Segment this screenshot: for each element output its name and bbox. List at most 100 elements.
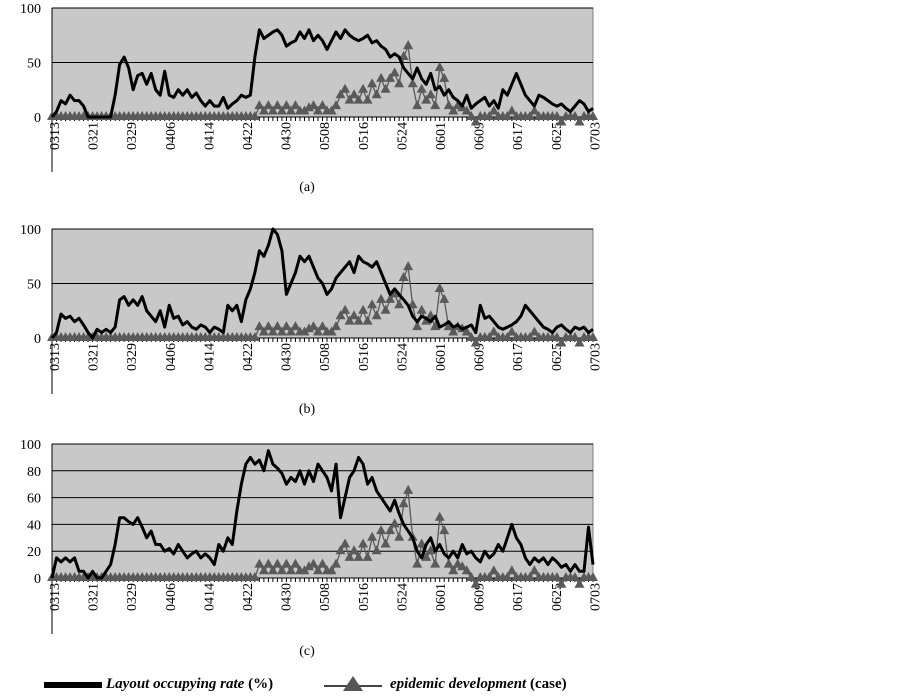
x-tick-label: 0422	[241, 583, 256, 611]
epidemic-point	[412, 321, 423, 331]
x-tick-label: 0601	[434, 343, 449, 371]
epidemic-point	[506, 105, 517, 115]
epidemic-point	[569, 332, 580, 341]
epidemic-point	[588, 111, 598, 120]
series-line-occupying	[50, 28, 594, 119]
x-tick-label: 0430	[280, 122, 295, 150]
x-tick-label: 0516	[357, 583, 372, 611]
epidemic-point	[448, 105, 459, 115]
epidemic-point	[331, 321, 342, 331]
legend-epidemic-unit: (case)	[526, 676, 567, 692]
epidemic-point	[389, 67, 400, 77]
epidemic-point	[439, 72, 450, 82]
epidemic-point	[349, 310, 360, 320]
epidemic-point	[276, 105, 287, 115]
x-tick-label: 0625	[550, 343, 565, 371]
epidemic-point	[524, 572, 535, 581]
epidemic-point	[394, 299, 405, 309]
epidemic-point	[470, 116, 481, 126]
x-tick-label: 0414	[202, 343, 217, 371]
epidemic-point	[254, 100, 265, 110]
x-tick-label: 0524	[395, 122, 410, 150]
x-tick-label: 0601	[434, 583, 449, 611]
epidemic-point	[367, 531, 378, 541]
epidemic-point	[569, 572, 580, 581]
epidemic-point	[588, 332, 598, 341]
epidemic-point	[556, 578, 567, 588]
epidemic-point	[398, 51, 409, 61]
x-tick-label: 0508	[318, 343, 333, 371]
epidemic-point	[331, 558, 342, 568]
epidemic-point	[326, 565, 337, 575]
epidemic-point	[403, 40, 414, 50]
epidemic-point	[376, 525, 387, 535]
epidemic-point	[267, 565, 278, 575]
epidemic-point	[551, 332, 562, 341]
epidemic-point	[362, 94, 373, 104]
epidemic-point	[556, 116, 567, 126]
epidemic-point	[362, 315, 373, 325]
x-tick-label: 0516	[357, 343, 372, 371]
epidemic-point	[353, 551, 364, 561]
epidemic-point	[439, 525, 450, 535]
panel-label: (a)	[299, 180, 315, 195]
x-tick-label: 0414	[202, 122, 217, 150]
x-tick-label: 0321	[87, 343, 102, 371]
epidemic-point	[308, 100, 319, 110]
x-tick-label: 0703	[588, 122, 603, 150]
y-tick-label: 40	[27, 518, 41, 533]
epidemic-point	[344, 551, 355, 561]
epidemic-point	[358, 304, 369, 314]
y-tick-label: 100	[20, 438, 41, 453]
epidemic-point	[466, 332, 477, 341]
epidemic-point	[394, 78, 405, 88]
epidemic-point	[267, 326, 278, 336]
epidemic-point	[376, 293, 387, 303]
epidemic-point	[416, 304, 427, 314]
epidemic-point	[335, 89, 346, 99]
x-tick-label: 0422	[241, 122, 256, 150]
epidemic-point	[394, 531, 405, 541]
epidemic-point	[502, 111, 513, 120]
epidemic-point	[263, 100, 274, 110]
epidemic-point	[403, 484, 414, 494]
epidemic-point	[290, 100, 301, 110]
epidemic-point	[466, 572, 477, 581]
epidemic-point	[281, 321, 292, 331]
epidemic-point	[466, 111, 477, 120]
x-tick-label: 0524	[395, 343, 410, 371]
epidemic-point	[484, 332, 495, 341]
x-tick-label: 0406	[164, 583, 179, 611]
series-line-occupying	[50, 227, 594, 340]
legend-epidemic-swatch	[324, 676, 382, 691]
x-tick-label: 0508	[318, 122, 333, 150]
epidemic-point	[461, 105, 472, 115]
x-tick-label: 0601	[434, 122, 449, 150]
epidemic-point	[470, 337, 481, 347]
epidemic-point	[484, 572, 495, 581]
panel-label: (c)	[299, 644, 315, 659]
epidemic-point	[349, 545, 360, 555]
epidemic-point	[403, 261, 414, 271]
x-tick-label: 0508	[318, 583, 333, 611]
x-tick-label: 0422	[241, 343, 256, 371]
epidemic-point	[434, 282, 445, 292]
epidemic-point	[335, 545, 346, 555]
epidemic-point	[421, 551, 432, 561]
epidemic-point	[371, 310, 382, 320]
epidemic-point	[551, 572, 562, 581]
epidemic-point	[380, 304, 391, 314]
x-tick-label: 0617	[511, 122, 526, 150]
epidemic-point	[371, 89, 382, 99]
epidemic-point	[416, 538, 427, 548]
epidemic-point	[290, 321, 301, 331]
epidemic-point	[380, 538, 391, 548]
x-tick-label: 0516	[357, 122, 372, 150]
epidemic-point	[506, 326, 517, 336]
legend-occupying-unit: (%)	[244, 676, 274, 692]
epidemic-point	[349, 89, 360, 99]
y-tick-label: 50	[27, 57, 41, 72]
epidemic-point	[569, 111, 580, 120]
epidemic-point	[249, 111, 260, 120]
epidemic-point	[263, 321, 274, 331]
